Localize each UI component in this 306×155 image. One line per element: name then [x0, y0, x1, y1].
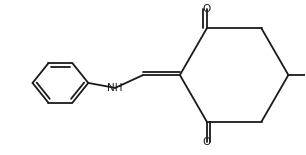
- Text: O: O: [203, 137, 211, 147]
- Text: NH: NH: [107, 83, 123, 93]
- Text: O: O: [203, 4, 211, 14]
